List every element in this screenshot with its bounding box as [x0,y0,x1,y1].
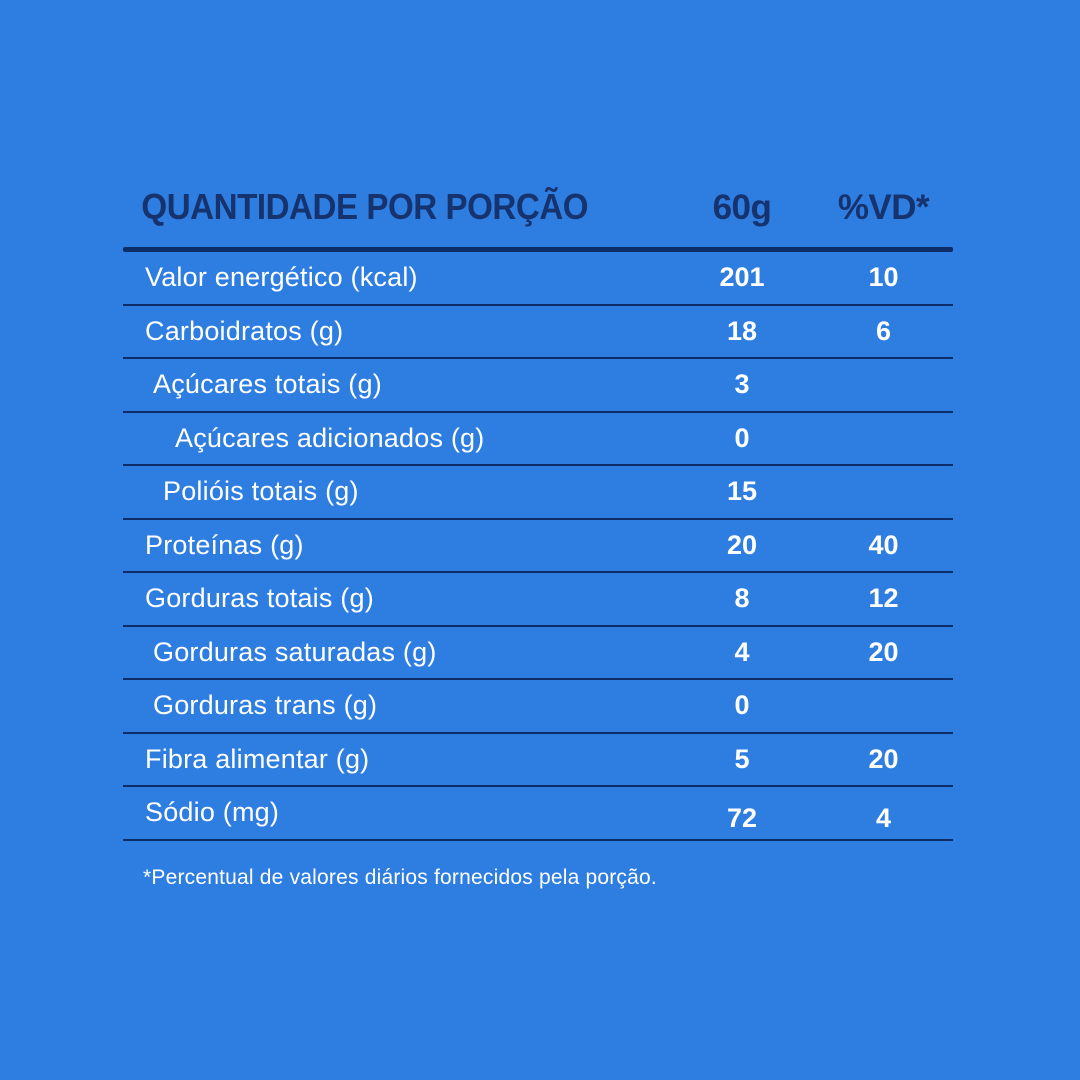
nutrient-label: Gorduras totais (g) [145,583,374,614]
nutrient-dv: 4 [875,803,892,834]
table-row: Açúcares totais (g) 3 [123,359,953,413]
nutrient-label: Fibra alimentar (g) [145,743,370,774]
nutrient-label: Carboidratos (g) [145,315,344,346]
table-row: Sódio (mg) 72 4 [123,787,953,841]
nutrient-label: Polióis totais (g) [163,476,359,507]
nutrient-dv: 12 [868,583,899,614]
table-row: Carboidratos (g) 18 6 [123,306,953,359]
nutrient-label: Açúcares adicionados (g) [175,422,485,453]
nutrient-amount: 8 [734,583,750,614]
nutrient-label: Gorduras trans (g) [153,690,378,721]
table-row: Fibra alimentar (g) 5 20 [123,734,953,787]
footnote: *Percentual de valores diários fornecido… [143,865,657,889]
table-row: Gorduras saturadas (g) 4 20 [123,627,953,680]
nutrient-dv: 10 [868,262,899,293]
nutrient-label: Gorduras saturadas (g) [153,636,437,667]
header-serving-size: 60g [712,188,772,227]
nutrient-dv: 20 [868,636,899,667]
header-daily-value: %VD* [837,188,930,227]
nutrient-amount: 18 [726,315,758,346]
nutrient-amount: 20 [726,529,758,560]
nutrient-amount: 3 [734,369,750,400]
table-row: Açúcares adicionados (g) 0 [123,413,953,466]
nutrient-label: Proteínas (g) [145,529,304,560]
table-row: Gorduras totais (g) 8 12 [123,573,953,627]
nutrient-amount: 5 [734,743,750,774]
nutrient-dv: 40 [868,529,899,560]
nutrition-rows: Valor energético (kcal) 201 10 Carboidra… [123,252,953,841]
table-row: Gorduras trans (g) 0 [123,680,953,734]
nutrient-amount: 0 [734,690,750,721]
nutrient-label: Sódio (mg) [145,797,280,828]
table-header: QUANTIDADE POR PORÇÃO 60g %VD* [123,186,953,228]
table-row: Polióis totais (g) 15 [123,466,953,520]
nutrient-dv: 6 [875,315,892,346]
nutrient-amount: 201 [719,262,765,293]
nutrient-amount: 4 [734,636,750,667]
nutrient-dv: 20 [868,743,899,774]
nutrient-label: Açúcares totais (g) [153,369,382,400]
nutrient-amount: 72 [726,803,758,834]
header-divider [123,247,953,252]
nutrition-table: QUANTIDADE POR PORÇÃO 60g %VD* Valor ene… [123,0,953,890]
nutrient-label: Valor energético (kcal) [145,262,418,293]
nutrient-amount: 0 [734,422,750,453]
nutrient-amount: 15 [726,476,758,507]
table-row: Proteínas (g) 20 40 [123,520,953,573]
table-row: Valor energético (kcal) 201 10 [123,252,953,306]
header-title: QUANTIDADE POR PORÇÃO [141,186,589,227]
